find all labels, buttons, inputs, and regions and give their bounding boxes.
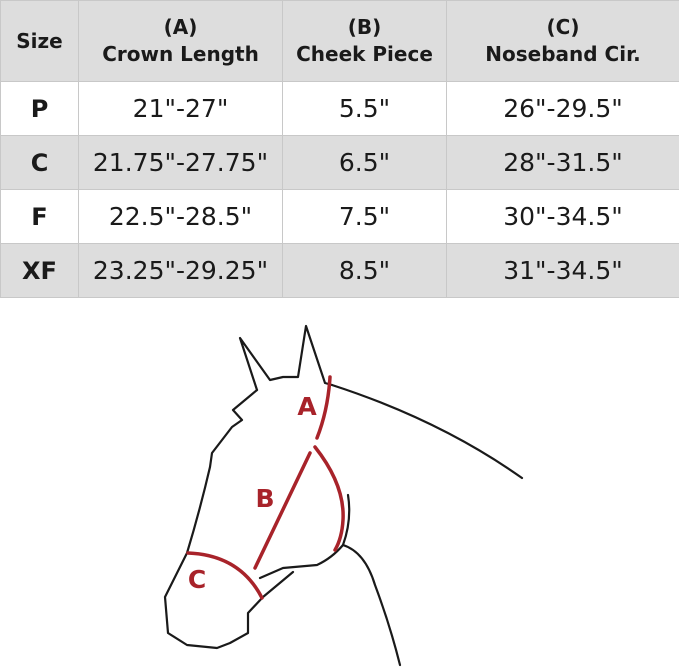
crown-measure-line — [315, 375, 332, 440]
horse-ears-outline — [238, 324, 334, 392]
crown-cell: 22.5"-28.5" — [78, 189, 283, 244]
size-cell: XF — [0, 243, 79, 298]
label-b: B — [255, 484, 274, 513]
header-crown-length: (A) Crown Length — [78, 0, 283, 82]
header-row: Size (A) Crown Length (B) Cheek Piece (C) N… — [0, 0, 679, 82]
cheek-cell: 6.5" — [282, 135, 447, 190]
header-size: Size — [0, 0, 79, 82]
size-cell: C — [0, 135, 79, 190]
header-label: Cheek Piece — [296, 42, 433, 66]
header-size-label: Size — [16, 28, 63, 53]
header-letter: (C) — [546, 15, 580, 39]
label-c: C — [188, 565, 206, 594]
noseband-cell: 30"-34.5" — [446, 189, 679, 244]
table-row: F 22.5"-28.5" 7.5" 30"-34.5" — [0, 189, 679, 244]
header-noseband: (C) Noseband Cir. — [446, 0, 679, 82]
header-letter: (B) — [347, 15, 382, 39]
size-cell: P — [0, 81, 79, 136]
table-row: XF 23.25"-29.25" 8.5" 31"-34.5" — [0, 243, 679, 298]
header-letter: (A) — [163, 15, 198, 39]
table-row: C 21.75"-27.75" 6.5" 28"-31.5" — [0, 135, 679, 190]
crown-cell: 23.25"-29.25" — [78, 243, 283, 298]
noseband-cell: 28"-31.5" — [446, 135, 679, 190]
size-chart-table: Size (A) Crown Length (B) Cheek Piece (C) N… — [0, 0, 679, 298]
throat-measure-line — [313, 445, 345, 552]
crown-cell: 21"-27" — [78, 81, 283, 136]
header-label: Noseband Cir. — [485, 42, 641, 66]
crown-cell: 21.75"-27.75" — [78, 135, 283, 190]
header-cheek-piece: (B) Cheek Piece — [282, 0, 447, 82]
cheek-cell: 5.5" — [282, 81, 447, 136]
label-a: A — [297, 392, 317, 421]
noseband-cell: 26"-29.5" — [446, 81, 679, 136]
size-cell: F — [0, 189, 79, 244]
cheek-cell: 8.5" — [282, 243, 447, 298]
cheek-cell: 7.5" — [282, 189, 447, 244]
horse-neck-bottom-line — [341, 543, 402, 667]
header-label: Crown Length — [102, 42, 259, 66]
horse-neck-top-line — [330, 383, 524, 480]
cheek-measure-line — [253, 451, 312, 570]
table-row: P 21"-27" 5.5" 26"-29.5" — [0, 81, 679, 136]
horse-face-outline — [163, 388, 295, 650]
noseband-cell: 31"-34.5" — [446, 243, 679, 298]
noseband-measure-line — [186, 551, 264, 600]
horse-head-diagram: A B C — [163, 324, 524, 667]
